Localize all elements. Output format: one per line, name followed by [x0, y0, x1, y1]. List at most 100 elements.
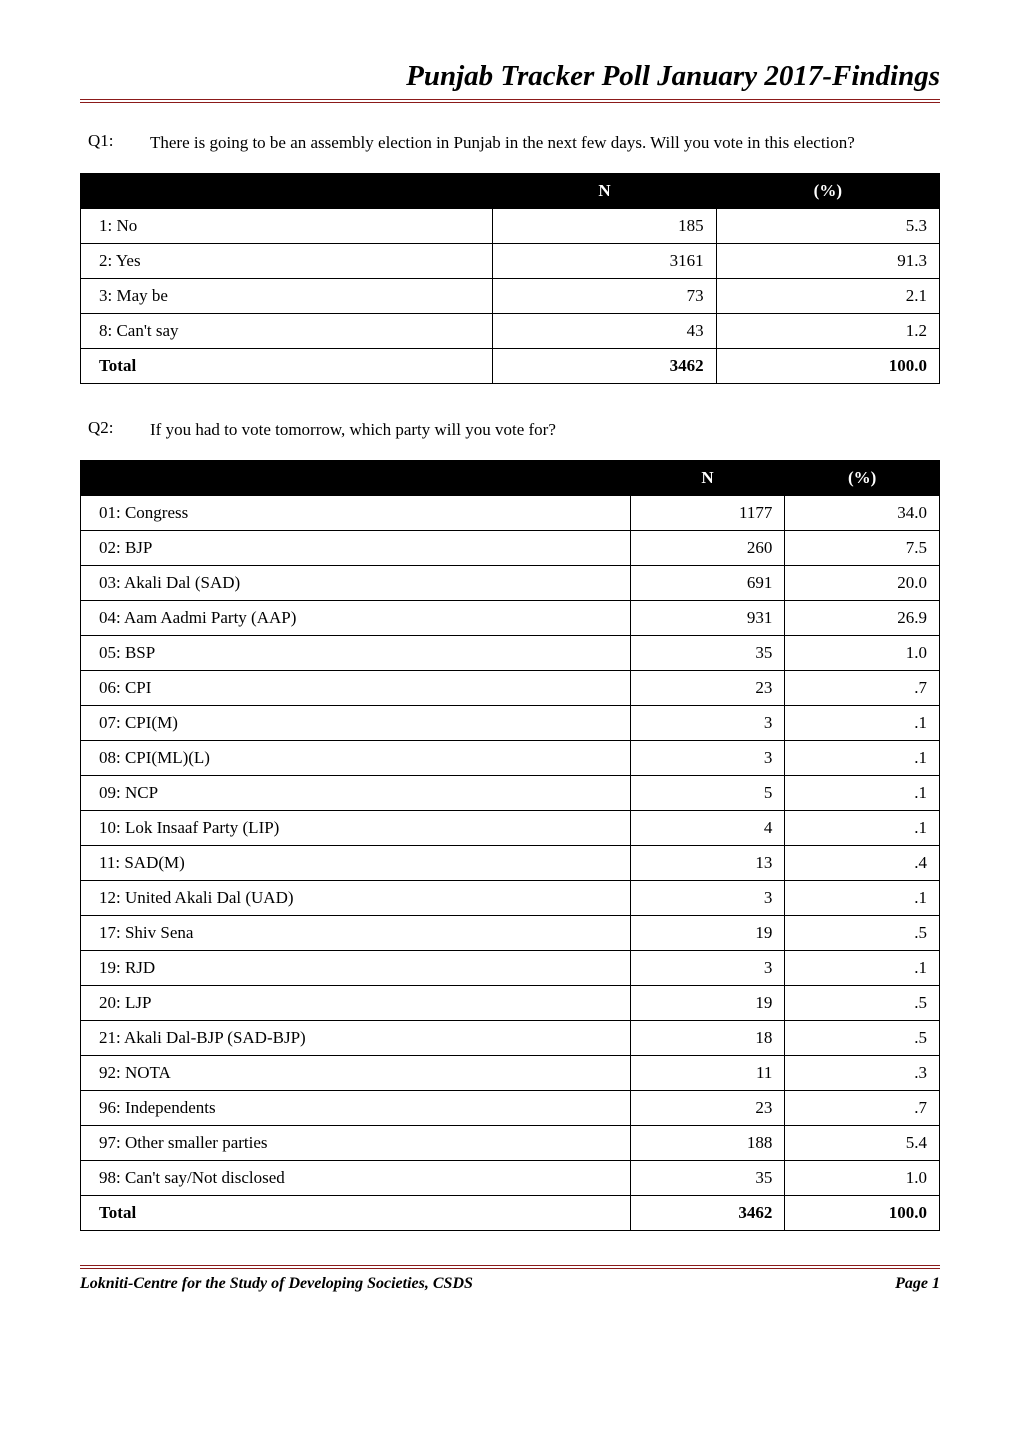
row-pct: .4: [785, 845, 940, 880]
table-row: 06: CPI23.7: [81, 670, 940, 705]
q2-col-blank: [81, 460, 631, 495]
row-label: 96: Independents: [81, 1090, 631, 1125]
row-pct: 5.3: [716, 208, 939, 243]
row-label: 19: RJD: [81, 950, 631, 985]
row-n: 73: [493, 278, 716, 313]
row-n: 5: [630, 775, 785, 810]
table-row: 04: Aam Aadmi Party (AAP)93126.9: [81, 600, 940, 635]
row-n: 19: [630, 915, 785, 950]
table-row: 07: CPI(M)3.1: [81, 705, 940, 740]
q2-col-n: N: [630, 460, 785, 495]
table-row: 01: Congress117734.0: [81, 495, 940, 530]
row-n: 1177: [630, 495, 785, 530]
row-label: 01: Congress: [81, 495, 631, 530]
q1-col-pct: (%): [716, 173, 939, 208]
row-label: 20: LJP: [81, 985, 631, 1020]
row-n: 18: [630, 1020, 785, 1055]
row-pct: 20.0: [785, 565, 940, 600]
table-row: 10: Lok Insaaf Party (LIP)4.1: [81, 810, 940, 845]
row-n: 35: [630, 635, 785, 670]
total-pct: 100.0: [716, 348, 939, 383]
q1-text: There is going to be an assembly electio…: [150, 131, 940, 155]
row-label: 09: NCP: [81, 775, 631, 810]
q2-label: Q2:: [80, 418, 150, 442]
row-label: 12: United Akali Dal (UAD): [81, 880, 631, 915]
table-total-row: Total3462100.0: [81, 348, 940, 383]
q2-table-header-row: N (%): [81, 460, 940, 495]
row-label: 2: Yes: [81, 243, 493, 278]
row-pct: .5: [785, 985, 940, 1020]
row-pct: .5: [785, 915, 940, 950]
table-row: 09: NCP5.1: [81, 775, 940, 810]
row-label: 11: SAD(M): [81, 845, 631, 880]
row-n: 260: [630, 530, 785, 565]
row-label: 03: Akali Dal (SAD): [81, 565, 631, 600]
row-pct: .1: [785, 880, 940, 915]
question-1: Q1: There is going to be an assembly ele…: [80, 131, 940, 155]
row-pct: .1: [785, 705, 940, 740]
total-n: 3462: [493, 348, 716, 383]
row-pct: .3: [785, 1055, 940, 1090]
total-n: 3462: [630, 1195, 785, 1230]
q1-table: N (%) 1: No1855.32: Yes316191.33: May be…: [80, 173, 940, 384]
row-label: 8: Can't say: [81, 313, 493, 348]
q1-table-body: 1: No1855.32: Yes316191.33: May be732.18…: [81, 208, 940, 383]
row-n: 3: [630, 950, 785, 985]
row-label: 04: Aam Aadmi Party (AAP): [81, 600, 631, 635]
footer-right: Page 1: [895, 1275, 940, 1293]
row-label: 07: CPI(M): [81, 705, 631, 740]
q1-col-n: N: [493, 173, 716, 208]
table-row: 8: Can't say431.2: [81, 313, 940, 348]
q2-text: If you had to vote tomorrow, which party…: [150, 418, 940, 442]
row-n: 931: [630, 600, 785, 635]
row-n: 185: [493, 208, 716, 243]
row-pct: .1: [785, 810, 940, 845]
row-n: 3: [630, 880, 785, 915]
page-title: Punjab Tracker Poll January 2017-Finding…: [406, 60, 940, 92]
row-pct: .1: [785, 775, 940, 810]
table-row: 05: BSP351.0: [81, 635, 940, 670]
row-pct: 1.0: [785, 635, 940, 670]
table-row: 92: NOTA11.3: [81, 1055, 940, 1090]
row-pct: .1: [785, 950, 940, 985]
q2-table: N (%) 01: Congress117734.002: BJP2607.50…: [80, 460, 940, 1231]
total-pct: 100.0: [785, 1195, 940, 1230]
row-pct: .7: [785, 670, 940, 705]
table-row: 02: BJP2607.5: [81, 530, 940, 565]
total-label: Total: [81, 348, 493, 383]
table-row: 17: Shiv Sena19.5: [81, 915, 940, 950]
row-label: 08: CPI(ML)(L): [81, 740, 631, 775]
table-row: 2: Yes316191.3: [81, 243, 940, 278]
table-row: 3: May be732.1: [81, 278, 940, 313]
row-n: 4: [630, 810, 785, 845]
total-label: Total: [81, 1195, 631, 1230]
page-footer: Lokniti-Centre for the Study of Developi…: [80, 1265, 940, 1293]
row-pct: 1.0: [785, 1160, 940, 1195]
table-row: 20: LJP19.5: [81, 985, 940, 1020]
row-pct: 5.4: [785, 1125, 940, 1160]
row-n: 23: [630, 1090, 785, 1125]
row-label: 17: Shiv Sena: [81, 915, 631, 950]
q1-table-header-row: N (%): [81, 173, 940, 208]
row-label: 10: Lok Insaaf Party (LIP): [81, 810, 631, 845]
row-label: 1: No: [81, 208, 493, 243]
table-row: 03: Akali Dal (SAD)69120.0: [81, 565, 940, 600]
q2-col-pct: (%): [785, 460, 940, 495]
row-label: 06: CPI: [81, 670, 631, 705]
row-label: 92: NOTA: [81, 1055, 631, 1090]
row-label: 21: Akali Dal-BJP (SAD-BJP): [81, 1020, 631, 1055]
row-pct: .7: [785, 1090, 940, 1125]
row-pct: 26.9: [785, 600, 940, 635]
table-row: 98: Can't say/Not disclosed351.0: [81, 1160, 940, 1195]
table-row: 97: Other smaller parties1885.4: [81, 1125, 940, 1160]
row-n: 3161: [493, 243, 716, 278]
row-n: 3: [630, 740, 785, 775]
row-pct: 1.2: [716, 313, 939, 348]
row-label: 98: Can't say/Not disclosed: [81, 1160, 631, 1195]
table-row: 11: SAD(M)13.4: [81, 845, 940, 880]
row-n: 13: [630, 845, 785, 880]
footer-left: Lokniti-Centre for the Study of Developi…: [80, 1275, 473, 1293]
question-2: Q2: If you had to vote tomorrow, which p…: [80, 418, 940, 442]
row-pct: 2.1: [716, 278, 939, 313]
row-pct: .1: [785, 740, 940, 775]
